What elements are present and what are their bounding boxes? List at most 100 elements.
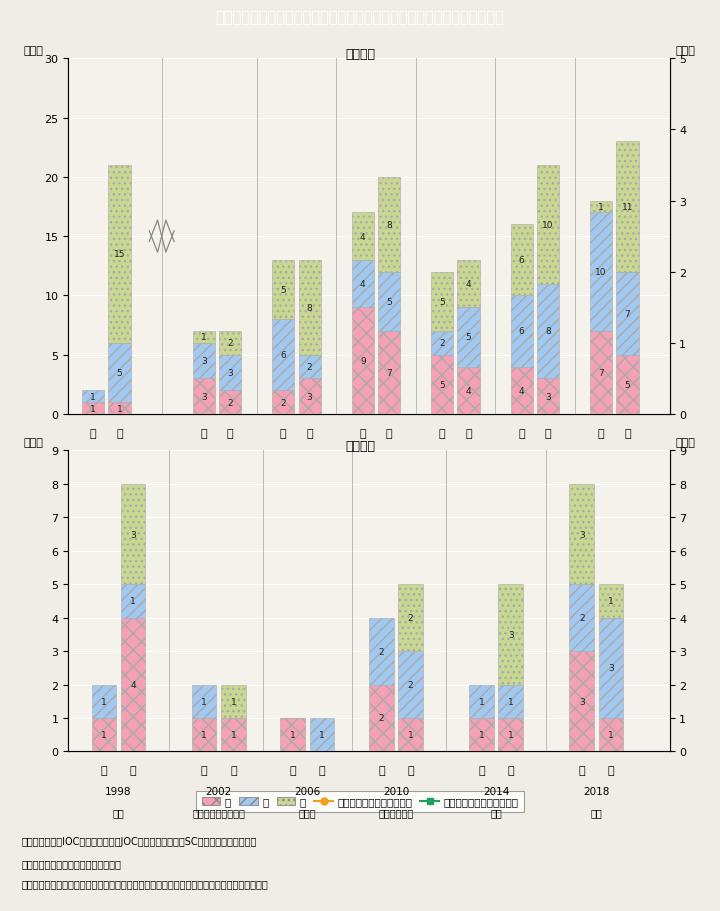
Bar: [616, 142, 639, 272]
Bar: [590, 213, 612, 332]
Text: 10: 10: [542, 220, 554, 230]
Text: 4.0: 4.0: [527, 138, 542, 148]
Bar: [219, 391, 241, 415]
Bar: [398, 651, 423, 718]
Bar: [280, 718, 305, 752]
Text: 8: 8: [307, 303, 312, 312]
Text: 男: 男: [508, 765, 514, 775]
Text: 2000: 2000: [284, 450, 310, 460]
Text: 5: 5: [624, 381, 630, 389]
Text: 0.9: 0.9: [300, 708, 315, 718]
Text: 4.2: 4.2: [607, 123, 622, 133]
Bar: [510, 367, 533, 415]
Text: 男: 男: [116, 429, 123, 439]
Bar: [91, 685, 116, 718]
Text: 1: 1: [479, 697, 485, 706]
Bar: [537, 379, 559, 415]
Text: 2: 2: [307, 363, 312, 372]
Text: 4: 4: [519, 386, 525, 395]
Bar: [352, 261, 374, 308]
Text: 2: 2: [228, 398, 233, 407]
Bar: [398, 718, 423, 752]
Text: 2: 2: [281, 398, 286, 407]
Text: 1.0: 1.0: [211, 704, 226, 714]
Bar: [457, 261, 480, 308]
Text: 2014: 2014: [483, 786, 509, 796]
Bar: [590, 332, 612, 415]
Text: 1: 1: [91, 393, 96, 401]
Text: 2002: 2002: [206, 786, 232, 796]
Text: 女: 女: [378, 765, 384, 775]
Text: 1: 1: [201, 333, 207, 342]
Text: 1: 1: [479, 731, 485, 740]
Text: 2: 2: [408, 681, 413, 690]
Text: 女: 女: [201, 429, 207, 439]
Text: 2: 2: [439, 339, 445, 348]
Text: 5: 5: [117, 369, 122, 377]
Bar: [537, 284, 559, 379]
Text: 2.2: 2.2: [388, 664, 404, 674]
Bar: [121, 585, 145, 618]
Text: 1: 1: [130, 597, 136, 606]
Bar: [369, 618, 394, 685]
Text: 2: 2: [379, 713, 384, 722]
Bar: [510, 225, 533, 296]
Text: 3.9: 3.9: [369, 145, 384, 155]
Text: リオ: リオ: [608, 473, 621, 483]
Text: 1.0: 1.0: [289, 351, 304, 361]
Bar: [599, 718, 624, 752]
Text: 3: 3: [228, 369, 233, 377]
Text: 0.8: 0.8: [211, 729, 226, 739]
Text: 8: 8: [386, 220, 392, 230]
Text: 8: 8: [545, 327, 551, 336]
Text: 女: 女: [280, 429, 287, 439]
Text: 男: 男: [130, 765, 137, 775]
Bar: [570, 651, 594, 752]
Text: 3: 3: [307, 393, 312, 401]
Bar: [82, 391, 104, 403]
Text: 4: 4: [466, 280, 472, 289]
Text: 5: 5: [439, 381, 445, 389]
Bar: [352, 213, 374, 261]
Text: 1: 1: [598, 203, 604, 211]
Bar: [193, 343, 215, 379]
Text: 1: 1: [230, 731, 236, 740]
Text: 1: 1: [608, 597, 614, 606]
Text: 女: 女: [439, 429, 446, 439]
Bar: [510, 296, 533, 367]
Bar: [431, 272, 454, 332]
Text: 5: 5: [386, 298, 392, 306]
Text: 2.4: 2.4: [448, 251, 463, 261]
Text: 1: 1: [508, 731, 513, 740]
Text: ソルトレークシティ: ソルトレークシティ: [192, 807, 245, 817]
Text: 1: 1: [117, 404, 122, 413]
Bar: [498, 585, 523, 685]
Bar: [272, 320, 294, 391]
Text: 2: 2: [228, 339, 233, 348]
Text: 4: 4: [360, 232, 366, 241]
Text: 1: 1: [608, 731, 614, 740]
Bar: [352, 308, 374, 415]
Bar: [299, 355, 320, 379]
Text: 1: 1: [101, 697, 107, 706]
Text: 男: 男: [608, 765, 614, 775]
Text: ２．男女混合種目は除く。: ２．男女混合種目は除く。: [22, 858, 122, 868]
Text: 6: 6: [519, 256, 525, 265]
Text: ＜夏季＞: ＜夏季＞: [345, 48, 375, 61]
Bar: [378, 332, 400, 415]
Text: 男: 男: [306, 429, 313, 439]
Bar: [272, 261, 294, 320]
Text: 女: 女: [478, 765, 485, 775]
Text: 1996: 1996: [204, 450, 230, 460]
Text: 男: 男: [386, 429, 392, 439]
Text: （個）: （個）: [23, 438, 43, 448]
Text: 1: 1: [408, 731, 413, 740]
Text: 1: 1: [230, 697, 236, 706]
Text: 男: 男: [544, 429, 552, 439]
Text: 女: 女: [598, 429, 605, 439]
Text: 2.3: 2.3: [210, 234, 225, 244]
Text: 2008: 2008: [442, 450, 469, 460]
Text: 1964: 1964: [93, 450, 120, 460]
Text: 9: 9: [360, 357, 366, 365]
Text: 4.4: 4.4: [607, 85, 622, 95]
